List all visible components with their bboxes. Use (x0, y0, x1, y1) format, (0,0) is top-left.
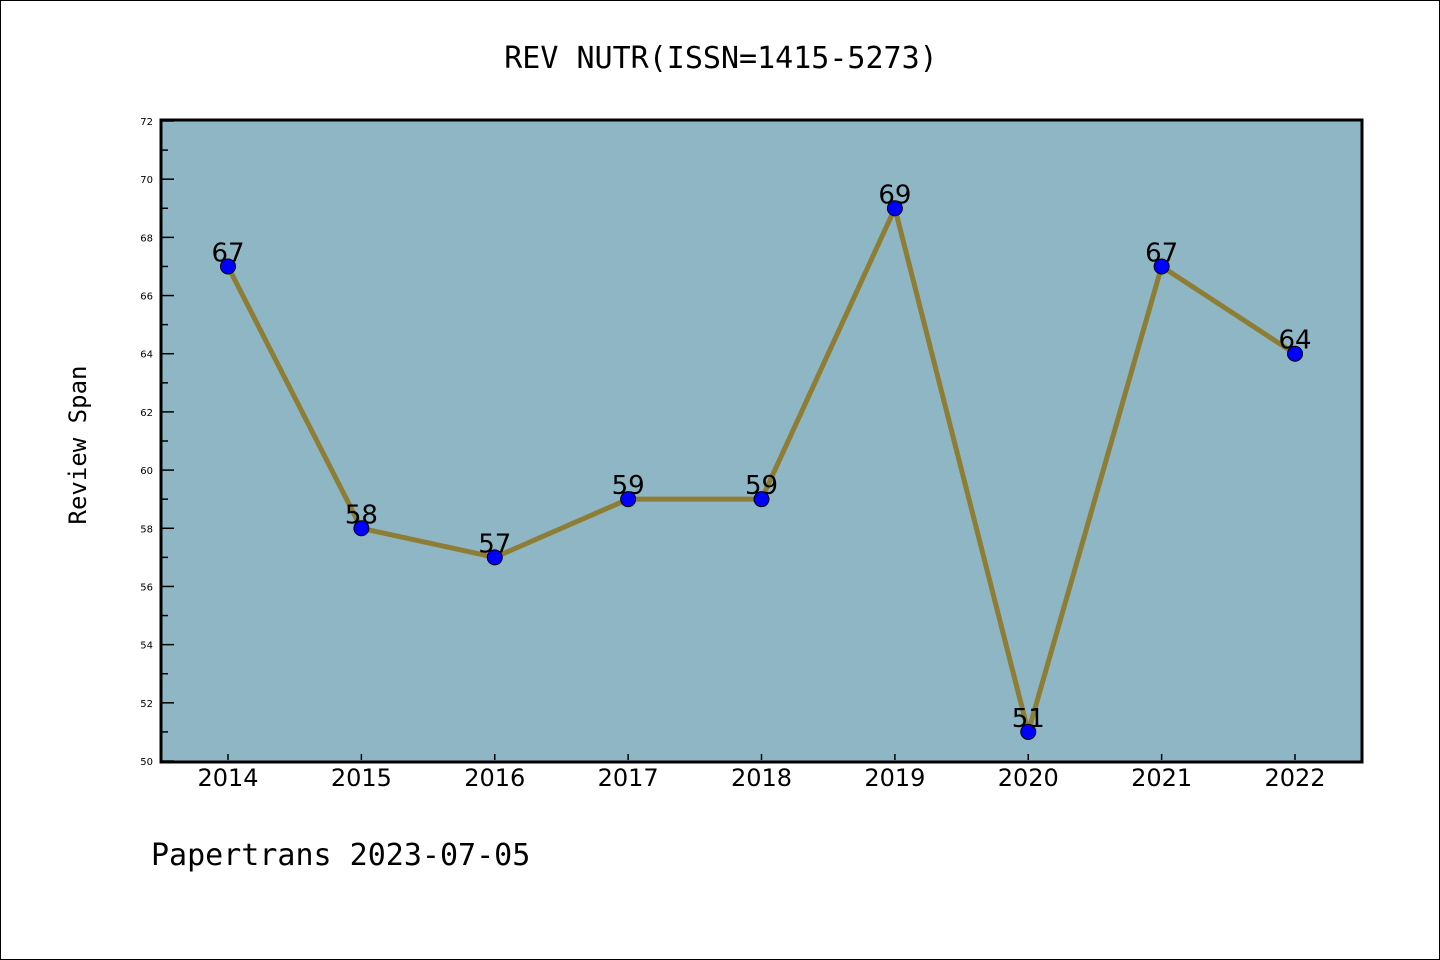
data-point (1153, 258, 1170, 275)
y-tick-label: 70 (140, 175, 153, 186)
x-tick-label: 2020 (998, 764, 1059, 792)
y-tick-label: 68 (140, 233, 153, 244)
y-tick-label: 56 (140, 582, 153, 593)
x-tick-label: 2022 (1264, 764, 1325, 792)
data-point (886, 200, 903, 217)
y-tick-label: 58 (140, 524, 153, 535)
x-tick-label: 2017 (598, 764, 659, 792)
x-tick-label: 2014 (197, 764, 258, 792)
x-tick-label: 2016 (464, 764, 525, 792)
data-label: 58 (345, 500, 378, 530)
y-tick-label: 50 (140, 757, 153, 768)
data-point (1287, 345, 1303, 362)
data-label: 59 (745, 471, 778, 501)
data-label: 67 (1145, 238, 1178, 268)
plot-area (159, 118, 1364, 764)
data-point (353, 520, 370, 537)
y-tick-label: 66 (140, 292, 153, 303)
data-point (753, 491, 770, 508)
y-tick-label: 60 (140, 466, 153, 477)
data-point (1020, 723, 1037, 740)
footer-text: Papertrans 2023-07-05 (151, 838, 530, 873)
x-tick-label: 2015 (331, 764, 392, 792)
y-axis-label: Review Span (64, 366, 92, 525)
data-label: 64 (1278, 326, 1311, 356)
chart-title: REV NUTR(ISSN=1415-5273) (504, 41, 937, 76)
y-tick-label: 62 (140, 408, 153, 419)
data-label: 69 (878, 180, 911, 210)
data-label: 51 (1012, 704, 1045, 734)
data-label: 67 (211, 238, 244, 268)
data-point (220, 258, 236, 275)
y-tick-label: 64 (140, 350, 153, 361)
x-tick-label: 2019 (864, 764, 925, 792)
x-tick-label: 2018 (731, 764, 792, 792)
y-tick-label: 54 (140, 641, 153, 652)
y-tick-label: 52 (140, 699, 153, 710)
x-tick-label: 2021 (1131, 764, 1192, 792)
data-label: 57 (478, 529, 511, 559)
data-label: 59 (612, 471, 645, 501)
y-tick-label: 72 (140, 117, 153, 128)
data-point (620, 491, 637, 508)
data-point (486, 549, 503, 566)
